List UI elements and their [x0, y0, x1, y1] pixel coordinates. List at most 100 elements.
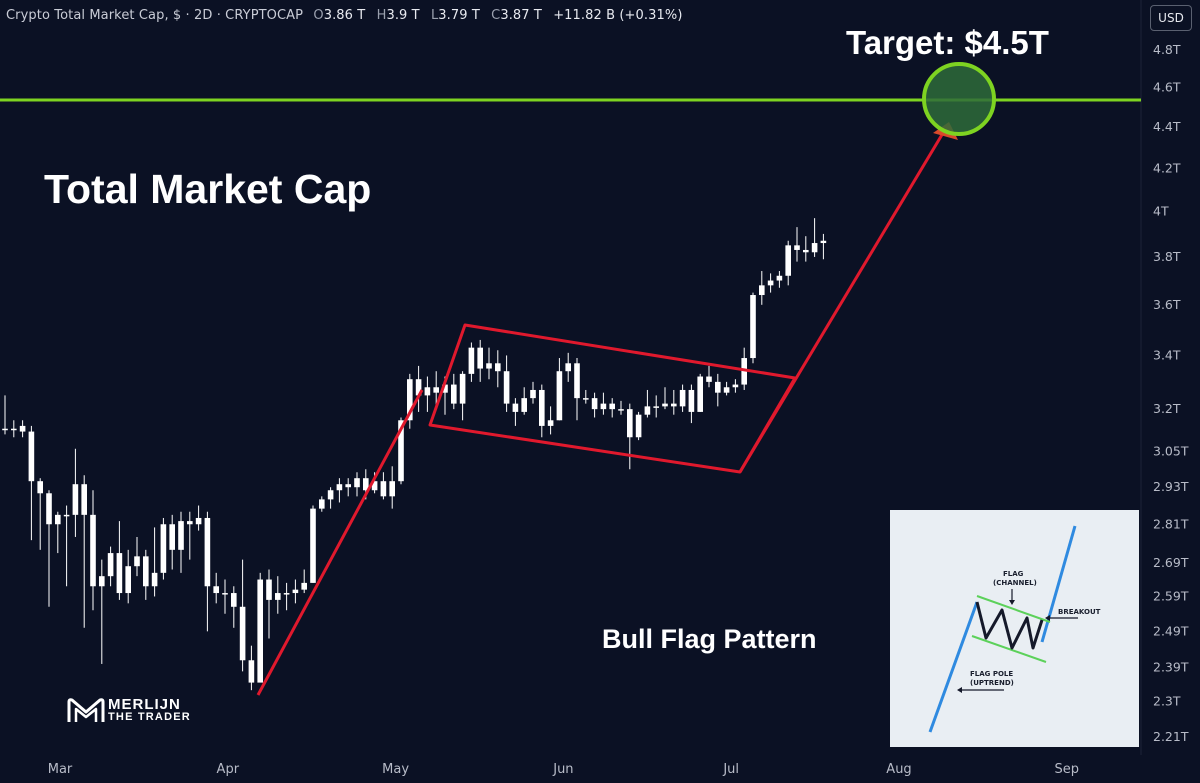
candle — [618, 400, 624, 415]
candle-body — [327, 490, 334, 500]
candle-body — [345, 484, 351, 488]
candle-body — [547, 420, 554, 426]
candle — [160, 517, 167, 580]
candle-body — [231, 593, 237, 607]
candle — [310, 505, 316, 583]
candle — [495, 350, 501, 388]
candle — [697, 373, 703, 412]
candle-body — [662, 403, 668, 407]
candle-body — [785, 245, 791, 276]
candle-body — [433, 387, 439, 393]
candle — [759, 271, 765, 305]
x-tick-label: Sep — [1055, 762, 1080, 777]
candle — [556, 358, 563, 421]
candle-body — [679, 389, 686, 407]
x-axis[interactable]: Mar Apr May Jun Jul Aug Sep — [48, 762, 1079, 777]
candle-body — [759, 285, 765, 296]
candle-body — [380, 481, 387, 497]
candle — [248, 645, 255, 691]
x-tick-label: Apr — [217, 762, 240, 777]
candle — [671, 389, 677, 415]
candle-body — [257, 579, 263, 683]
candle-body — [125, 566, 131, 594]
candle-body — [363, 478, 369, 491]
candle-body — [143, 556, 149, 587]
candle — [512, 398, 519, 426]
inset-channel-label: (CHANNEL) — [993, 579, 1037, 587]
candle — [785, 240, 791, 286]
candle-body — [697, 376, 703, 412]
open-label: O — [313, 8, 324, 23]
high-label: H — [376, 8, 387, 23]
candle — [354, 472, 360, 497]
candle-body — [134, 556, 140, 567]
candle — [706, 365, 712, 388]
candle-body — [794, 245, 800, 250]
candle — [459, 371, 466, 421]
inset-flag-arrowhead — [1009, 600, 1015, 605]
candle-body — [644, 406, 651, 415]
inset-uptrend-label: (UPTREND) — [970, 679, 1014, 687]
candle-body — [671, 403, 677, 407]
candle-body — [248, 660, 255, 683]
candle-body — [486, 363, 492, 369]
currency-button[interactable]: USD — [1150, 5, 1192, 31]
candle — [627, 403, 633, 470]
candle-body — [46, 493, 52, 525]
candle — [609, 398, 615, 418]
candle-body — [319, 499, 325, 509]
candle — [767, 273, 774, 293]
candle-body — [169, 524, 175, 550]
candle-body — [90, 514, 96, 587]
candle — [451, 373, 457, 410]
candle — [116, 521, 123, 600]
candle-body — [11, 428, 17, 431]
y-axis[interactable]: 4.8T 4.6T 4.4T 4.2T 4T 3.8T 3.6T 3.4T 3.2T 3.05T 2… — [1153, 42, 1189, 744]
y-tick-label: 2.93T — [1153, 479, 1189, 494]
candle — [503, 355, 510, 412]
y-tick-label: 2.81T — [1153, 516, 1189, 531]
candle — [539, 384, 545, 438]
y-tick-label: 2.49T — [1153, 623, 1189, 638]
candle-body — [609, 403, 615, 410]
inset-flagpole — [928, 601, 979, 733]
candle — [679, 384, 686, 412]
candle — [301, 569, 307, 594]
candle-body — [600, 403, 607, 410]
candle-body — [565, 363, 571, 372]
candle-body — [715, 381, 721, 393]
candle-body — [723, 387, 730, 393]
candle-body — [468, 347, 475, 374]
candle — [583, 389, 589, 404]
candle — [63, 505, 70, 587]
bull-flag-diagram-graphic — [928, 525, 1078, 733]
candle-body — [811, 243, 818, 253]
high-value: 3.9 T — [386, 8, 420, 23]
candle — [81, 475, 87, 628]
candle — [319, 496, 325, 512]
symbol-title[interactable]: Crypto Total Market Cap, $ · 2D · CRYPTO… — [6, 8, 304, 23]
candle — [811, 218, 818, 257]
candle — [151, 527, 158, 597]
inset-breakout-label: BREAKOUT — [1058, 608, 1101, 616]
y-tick-label: 3.4T — [1153, 347, 1181, 362]
candle — [275, 576, 281, 614]
y-tick-label: 4.2T — [1153, 160, 1181, 175]
y-tick-label: 2.21T — [1153, 729, 1189, 744]
candle — [723, 381, 730, 396]
candle — [292, 579, 299, 604]
candle — [380, 472, 387, 500]
candle — [55, 511, 61, 554]
candle — [644, 389, 651, 418]
candle — [477, 339, 483, 382]
x-tick-label: Jun — [552, 762, 573, 777]
candle-body — [301, 582, 307, 590]
candle-body — [750, 295, 756, 359]
candle-body — [451, 384, 457, 404]
candle — [732, 379, 739, 393]
logo-line1: MERLIJN — [108, 696, 181, 713]
candle — [28, 425, 35, 541]
candle — [635, 411, 642, 441]
candle — [134, 536, 140, 577]
inset-channel-bottom — [971, 635, 1047, 663]
